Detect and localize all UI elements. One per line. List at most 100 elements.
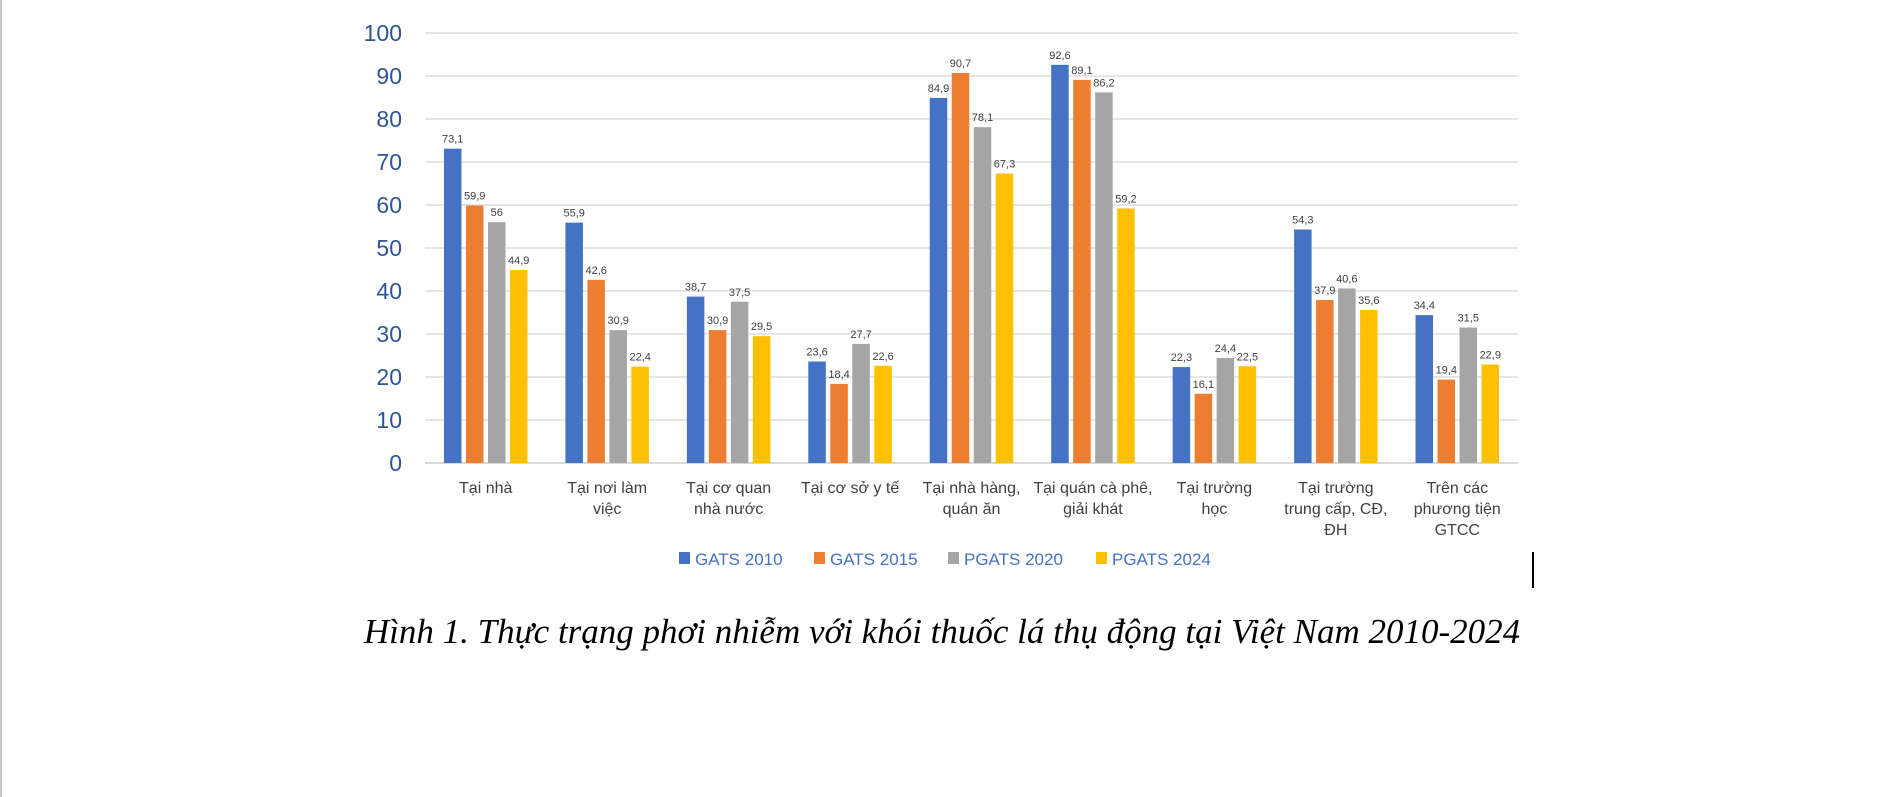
bar-pgats-2024 (1238, 366, 1257, 463)
data-label: 37,9 (1314, 285, 1335, 297)
data-label: 29,5 (751, 321, 772, 333)
data-label: 90,7 (950, 58, 971, 70)
bar-pgats-2024 (995, 173, 1014, 464)
data-label: 84,9 (928, 83, 949, 95)
bar-gats-2010 (1415, 315, 1434, 463)
text-cursor (1532, 552, 1534, 588)
data-label: 89,1 (1071, 65, 1092, 77)
data-labels: 73,1 55,9 38,7 23,6 84,9 92,6 22,3 54,3 34,4 59,9… (442, 50, 1501, 391)
data-label: 55,9 (563, 208, 584, 220)
gridlines (425, 32, 1518, 464)
data-label: 22,4 (629, 352, 650, 364)
data-label: 22,3 (1171, 352, 1192, 364)
data-label: 31,5 (1458, 313, 1479, 325)
category-label: ĐH (1324, 522, 1347, 539)
bar-pgats-2020 (973, 127, 992, 464)
bar-pgats-2020 (1338, 288, 1356, 463)
data-label: 23,6 (806, 347, 827, 359)
category-label: Tại quán cà phê, (1033, 480, 1152, 497)
category-label: Trên các (1426, 480, 1488, 497)
bar-chart: 0 10 20 30 40 50 60 70 80 90 100 73,1 55,9 38,7 23,6 8… (364, 20, 1518, 569)
bar-gats-2010 (443, 148, 462, 464)
bar-pgats-2024 (752, 336, 771, 463)
legend-swatch (948, 552, 959, 564)
y-tick-label: 90 (376, 63, 402, 89)
bar-gats-2010 (686, 296, 705, 463)
y-tick-label: 20 (376, 364, 402, 390)
data-label: 78,1 (972, 112, 993, 124)
bar-pgats-2020 (1459, 327, 1478, 463)
bar-pgats-2024 (1360, 309, 1378, 463)
data-label: 16,1 (1193, 379, 1214, 391)
legend-label: PGATS 2024 (1112, 550, 1211, 569)
category-label: Tại nhà hàng, (923, 480, 1021, 497)
data-label: 86,2 (1093, 77, 1114, 89)
bar-gats-2015 (587, 279, 605, 463)
y-tick-label: 70 (376, 149, 402, 175)
category-label: Tại trường (1177, 480, 1252, 497)
legend-swatch (1096, 552, 1107, 564)
data-label: 59,9 (464, 190, 485, 202)
y-tick-label: 30 (376, 321, 402, 347)
bar-gats-2015 (1073, 79, 1091, 464)
bar-gats-2015 (1194, 393, 1213, 463)
figure-caption: Hình 1. Thực trạng phơi nhiễm với khói t… (363, 612, 1521, 651)
y-axis-ticks: 0 10 20 30 40 50 60 70 80 90 100 (364, 20, 402, 476)
category-label: Tại nhà (459, 480, 512, 497)
data-label: 24,4 (1215, 343, 1236, 355)
bar-gats-2010 (808, 361, 826, 463)
category-label: Tại trường (1298, 480, 1373, 497)
data-label: 27,7 (850, 329, 871, 341)
bar-pgats-2020 (487, 222, 506, 463)
bar-pgats-2020 (730, 301, 749, 463)
data-label: 18,4 (828, 369, 849, 381)
bar-gats-2010 (1172, 367, 1191, 463)
legend: GATS 2010 GATS 2015 PGATS 2020 PGATS 2024 (679, 550, 1211, 569)
y-tick-label: 100 (364, 20, 402, 46)
data-label: 42,6 (585, 265, 606, 277)
category-label: học (1201, 501, 1227, 518)
bar-pgats-2024 (631, 366, 649, 463)
bar-pgats-2024 (874, 365, 892, 463)
category-labels: Tại nhà Tại nơi làm việc Tại cơ quan nhà nướ… (459, 480, 1501, 539)
data-label: 73,1 (442, 134, 463, 146)
bar-pgats-2024 (1117, 208, 1135, 463)
data-label: 19,4 (1436, 365, 1457, 377)
bar-gats-2015 (1437, 379, 1456, 463)
bar-gats-2015 (708, 330, 727, 463)
data-label: 22,5 (1237, 351, 1258, 363)
legend-swatch (814, 552, 825, 564)
legend-swatch (679, 552, 690, 564)
bar-gats-2010 (1051, 64, 1069, 463)
bar-gats-2015 (830, 383, 848, 463)
category-label: Tại cơ sở y tế (801, 480, 899, 497)
category-label: Tại nơi làm (567, 480, 647, 497)
y-tick-label: 0 (389, 450, 402, 476)
category-label: GTCC (1435, 522, 1480, 539)
bar-pgats-2020 (1095, 92, 1113, 463)
data-label: 22,6 (872, 351, 893, 363)
category-label: Tại cơ quan (686, 480, 771, 497)
data-label: 59,2 (1115, 193, 1136, 205)
data-label: 44,9 (508, 255, 529, 267)
bar-gats-2015 (465, 205, 484, 463)
data-label: 22,9 (1480, 350, 1501, 362)
legend-label: GATS 2015 (830, 550, 918, 569)
category-label: nhà nước (694, 501, 763, 518)
bar-gats-2015 (951, 72, 970, 464)
bars (443, 64, 1500, 464)
category-label: trung cấp, CĐ, (1284, 501, 1387, 518)
page-left-border (0, 0, 2, 797)
category-label: giải khát (1063, 501, 1123, 518)
data-label: 92,6 (1049, 50, 1070, 62)
legend-label: PGATS 2020 (964, 550, 1063, 569)
y-tick-label: 60 (376, 192, 402, 218)
bar-pgats-2020 (1216, 358, 1235, 463)
y-tick-label: 80 (376, 106, 402, 132)
data-label: 40,6 (1336, 273, 1357, 285)
data-label: 30,9 (707, 315, 728, 327)
data-label: 38,7 (685, 282, 706, 294)
bar-pgats-2020 (609, 330, 627, 463)
data-label: 34,4 (1414, 300, 1435, 312)
legend-label: GATS 2010 (695, 550, 783, 569)
